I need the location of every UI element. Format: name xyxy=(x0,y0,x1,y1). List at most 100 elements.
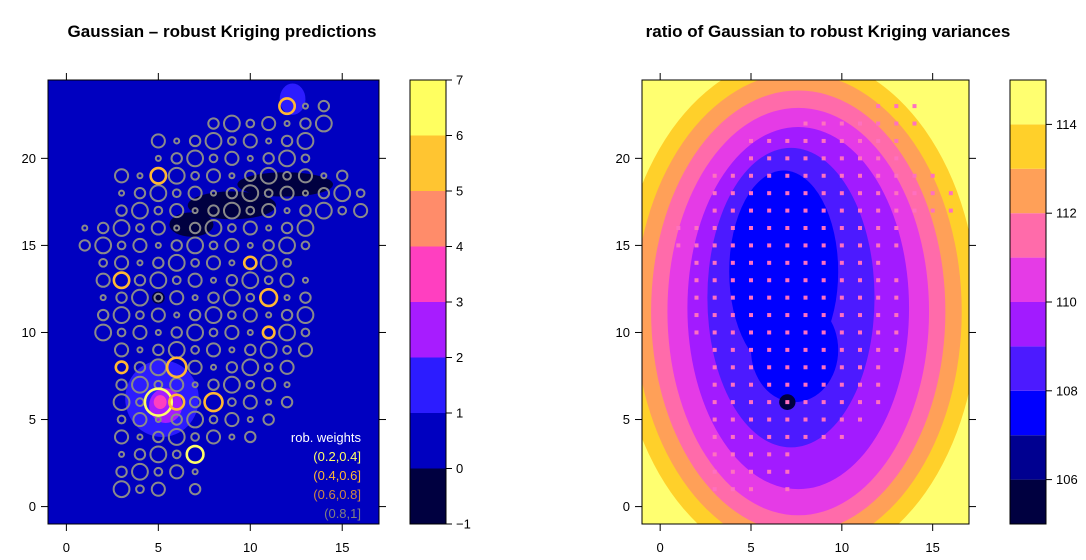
station-marker xyxy=(241,184,260,203)
station-marker xyxy=(136,259,144,267)
outlier-marker xyxy=(278,97,297,116)
station-marker xyxy=(190,432,200,442)
colorbar-tick-label: 5 xyxy=(456,184,463,199)
station-marker xyxy=(261,377,277,393)
colorbar-band xyxy=(410,468,446,524)
station-marker xyxy=(261,203,277,219)
outlier-marker xyxy=(185,444,205,464)
station-marker xyxy=(283,294,291,302)
station-marker xyxy=(208,240,219,251)
x-tick-label: 0 xyxy=(63,540,70,555)
station-marker xyxy=(278,323,296,342)
station-mark xyxy=(749,330,753,335)
station-mark xyxy=(894,121,899,126)
station-marker xyxy=(242,394,258,410)
colorbar-band xyxy=(1010,390,1046,436)
station-mark xyxy=(730,191,735,196)
station-marker xyxy=(207,204,220,217)
station-marker xyxy=(132,411,148,428)
station-marker xyxy=(245,292,256,303)
station-marker xyxy=(152,430,165,444)
station-marker xyxy=(242,307,258,323)
prediction-blob xyxy=(153,395,167,410)
station-mark xyxy=(858,260,862,265)
station-mark xyxy=(821,330,826,335)
station-marker xyxy=(150,307,166,323)
station-mark xyxy=(803,347,808,352)
station-mark xyxy=(821,365,826,370)
station-mark xyxy=(894,330,899,335)
station-marker xyxy=(96,221,110,235)
station-mark xyxy=(876,191,881,196)
station-mark xyxy=(712,347,717,352)
y-tick-label: 5 xyxy=(29,412,36,427)
station-mark xyxy=(767,400,772,405)
station-mark xyxy=(785,365,790,370)
station-marker xyxy=(227,310,237,320)
station-mark xyxy=(749,400,753,405)
colorbar-band xyxy=(410,302,446,358)
station-marker xyxy=(205,429,222,445)
station-marker xyxy=(205,255,222,271)
station-marker xyxy=(317,99,331,113)
station-mark xyxy=(712,487,717,492)
station-marker xyxy=(333,184,352,203)
station-marker xyxy=(81,224,89,232)
y-tick-label: 0 xyxy=(29,499,36,514)
station-mark xyxy=(785,226,790,230)
station-mark xyxy=(694,243,699,248)
station-mark xyxy=(712,434,717,439)
station-mark xyxy=(876,156,881,161)
chart-title-right: ratio of Gaussian to robust Kriging vari… xyxy=(646,22,1011,41)
station-marker xyxy=(170,239,183,252)
plot-frame-right xyxy=(641,79,970,525)
station-mark xyxy=(948,208,953,213)
station-marker xyxy=(118,189,126,197)
station-mark xyxy=(694,330,699,335)
station-marker xyxy=(204,132,223,150)
station-mark xyxy=(858,138,862,143)
legend-entry: (0.4,0.6] xyxy=(313,468,361,483)
station-mark xyxy=(839,382,844,387)
station-mark xyxy=(858,313,862,318)
station-marker xyxy=(299,291,312,304)
station-marker xyxy=(169,203,185,219)
station-mark xyxy=(712,295,717,300)
station-marker xyxy=(263,362,274,373)
station-marker xyxy=(280,395,294,409)
station-mark xyxy=(767,365,772,370)
station-mark xyxy=(712,469,717,474)
station-marker xyxy=(282,170,292,181)
station-mark xyxy=(785,469,790,474)
station-mark xyxy=(767,260,772,265)
station-mark xyxy=(858,365,862,370)
station-marker xyxy=(261,115,277,132)
station-marker xyxy=(112,480,131,499)
station-mark xyxy=(785,487,790,492)
station-mark xyxy=(803,382,808,387)
station-mark xyxy=(821,260,826,265)
station-mark xyxy=(767,330,772,335)
station-marker xyxy=(283,381,291,389)
station-marker xyxy=(222,114,241,133)
station-marker xyxy=(207,291,220,304)
station-marker xyxy=(246,241,254,249)
station-marker xyxy=(279,185,295,201)
station-marker xyxy=(188,308,202,322)
station-marker xyxy=(204,219,223,237)
station-mark xyxy=(676,226,681,230)
legend-title: rob. weights xyxy=(291,430,362,445)
station-mark xyxy=(785,278,790,283)
station-mark xyxy=(749,191,753,196)
station-mark xyxy=(858,173,862,178)
station-mark xyxy=(767,208,772,213)
station-mark xyxy=(712,260,717,265)
station-mark xyxy=(912,104,917,109)
station-marker xyxy=(154,416,162,424)
station-marker xyxy=(116,327,127,338)
station-mark xyxy=(839,260,844,265)
station-mark xyxy=(767,347,772,352)
station-mark xyxy=(712,226,717,230)
station-marker xyxy=(188,482,202,496)
station-mark xyxy=(712,330,717,335)
